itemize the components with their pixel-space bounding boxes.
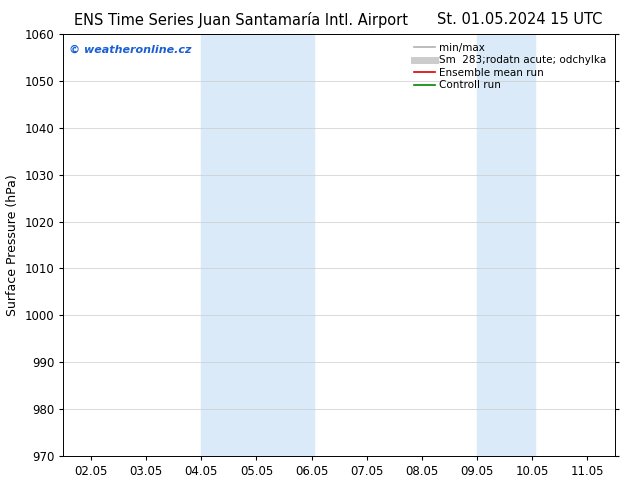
Bar — [202, 34, 314, 456]
Text: © weatheronline.cz: © weatheronline.cz — [69, 45, 191, 55]
Text: St. 01.05.2024 15 UTC: St. 01.05.2024 15 UTC — [437, 12, 602, 27]
Y-axis label: Surface Pressure (hPa): Surface Pressure (hPa) — [6, 174, 19, 316]
Bar — [477, 34, 535, 456]
Legend: min/max, Sm  283;rodatn acute; odchylka, Ensemble mean run, Controll run: min/max, Sm 283;rodatn acute; odchylka, … — [411, 40, 610, 94]
Text: ENS Time Series Juan Santamaría Intl. Airport: ENS Time Series Juan Santamaría Intl. Ai… — [74, 12, 408, 28]
